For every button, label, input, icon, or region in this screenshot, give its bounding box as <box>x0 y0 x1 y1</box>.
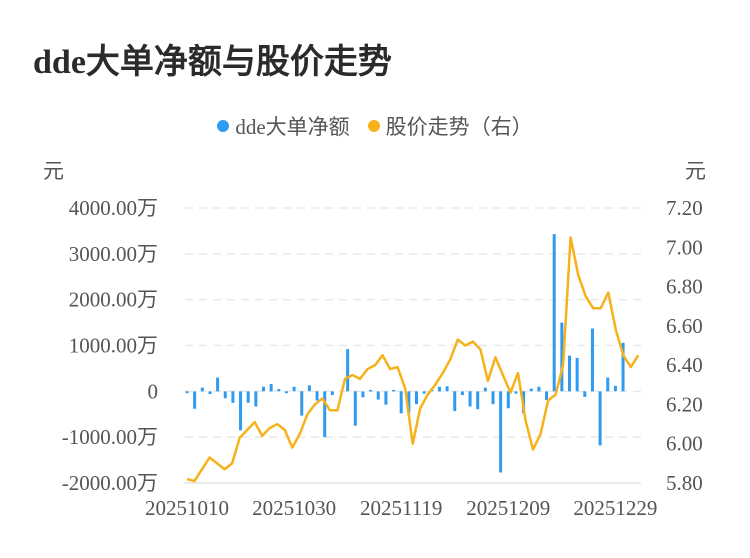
dde-bar <box>560 322 564 392</box>
dde-bar <box>231 391 235 403</box>
grid-lines <box>185 207 641 484</box>
left-axis-tick-label: 3000.00万 <box>69 242 158 266</box>
x-axis-tick-label: 20251010 <box>145 496 229 520</box>
dde-bar <box>353 391 357 426</box>
legend-dot-icon <box>217 120 230 132</box>
dde-bar <box>568 355 571 392</box>
x-axis-tick-label: 20251119 <box>360 496 442 520</box>
legend-item-dde[interactable]: dde大单净额 <box>217 111 350 141</box>
dde-bar-series <box>185 234 625 473</box>
dde-bar <box>506 391 510 409</box>
dde-bar <box>476 391 480 410</box>
right-axis-tick-label: 7.20 <box>666 196 703 220</box>
dde-bar <box>575 357 579 392</box>
dde-bar <box>522 391 526 414</box>
right-axis-ticks: 7.20 7.00 6.80 6.60 6.40 6.20 6.00 5.80 <box>666 196 703 495</box>
dde-bar <box>415 391 418 405</box>
dde-bar <box>384 391 388 405</box>
right-axis-tick-label: 6.60 <box>666 314 703 338</box>
x-axis-ticks: 20251010 20251030 20251119 20251209 20251229 <box>145 496 657 520</box>
dde-bar <box>613 385 617 392</box>
dde-bar <box>223 391 227 399</box>
x-axis-tick-label: 20251030 <box>252 496 336 520</box>
dde-bar <box>529 388 533 392</box>
left-axis-tick-label: 4000.00万 <box>69 196 158 220</box>
dde-bar <box>590 328 594 392</box>
dde-bar <box>422 391 426 394</box>
dde-bar <box>216 377 220 392</box>
dde-bar <box>193 391 197 409</box>
dde-bar <box>407 391 411 413</box>
dde-bar <box>208 391 212 395</box>
legend: dde大单净额 股价走势（右） <box>0 111 750 141</box>
left-axis-ticks: 4000.00万 3000.00万 2000.00万 1000.00万 0 -1000.0… <box>62 196 158 495</box>
dde-bar <box>292 386 296 392</box>
dde-bar <box>621 342 625 392</box>
dde-bar <box>499 391 503 473</box>
legend-item-price[interactable]: 股价走势（右） <box>367 111 533 141</box>
dde-bar <box>346 349 350 392</box>
dde-bar <box>399 391 403 414</box>
left-axis-tick-label: 2000.00万 <box>69 288 158 312</box>
right-axis-unit: 元 <box>685 159 706 183</box>
chart-title: dde大单净额与股价走势 <box>33 44 392 81</box>
dde-bar <box>537 386 541 392</box>
dde-bar <box>330 391 334 395</box>
dde-bar <box>483 387 487 392</box>
dde-bar <box>239 391 243 431</box>
dde-bar <box>277 389 281 392</box>
dde-bar <box>598 391 602 446</box>
dde-bar <box>315 391 319 401</box>
dde-bar <box>453 391 457 412</box>
dde-bar <box>262 386 265 392</box>
dde-bar <box>369 389 373 392</box>
dde-bar <box>323 391 327 438</box>
dde-bar <box>468 391 472 407</box>
right-axis-tick-label: 5.80 <box>666 471 703 495</box>
dde-bar <box>606 377 610 392</box>
dde-bar <box>545 391 549 401</box>
dde-bar <box>200 387 204 392</box>
dde-bar <box>514 391 518 394</box>
legend-label: dde大单净额 <box>235 115 350 139</box>
right-axis-tick-label: 6.00 <box>666 432 703 456</box>
left-axis-tick-label: -2000.00万 <box>62 471 158 495</box>
left-axis-unit: 元 <box>43 159 64 183</box>
dde-bar <box>437 386 441 392</box>
dde-bar <box>445 386 449 392</box>
dde-bar <box>246 391 250 403</box>
right-axis-tick-label: 6.80 <box>666 275 703 299</box>
x-axis-tick-label: 20251229 <box>573 496 657 520</box>
x-axis-tick-label: 20251209 <box>466 496 550 520</box>
dde-bar <box>376 391 380 400</box>
dde-bar <box>552 234 556 392</box>
dde-bar <box>430 388 434 392</box>
left-axis-tick-label: 1000.00万 <box>69 334 158 358</box>
right-axis-tick-label: 7.00 <box>666 235 703 259</box>
left-axis-tick-label: 0 <box>148 379 159 403</box>
dde-bar <box>185 391 189 394</box>
legend-dot-icon <box>367 120 380 132</box>
left-axis-tick-label: -1000.00万 <box>62 425 158 449</box>
dde-bar <box>491 391 495 405</box>
dde-bar <box>269 384 273 392</box>
dde-bar <box>460 391 464 395</box>
dde-bar <box>254 391 258 407</box>
dde-bar <box>392 389 396 392</box>
dde-bar <box>284 391 288 394</box>
right-axis-tick-label: 6.20 <box>666 392 703 416</box>
legend-label: 股价走势（右） <box>385 115 533 139</box>
dde-bar <box>300 391 304 416</box>
dde-bar <box>361 391 365 398</box>
right-axis-tick-label: 6.40 <box>666 353 703 377</box>
dde-bar <box>307 385 311 392</box>
dde-bar <box>583 391 587 397</box>
price-line-series <box>186 236 640 483</box>
